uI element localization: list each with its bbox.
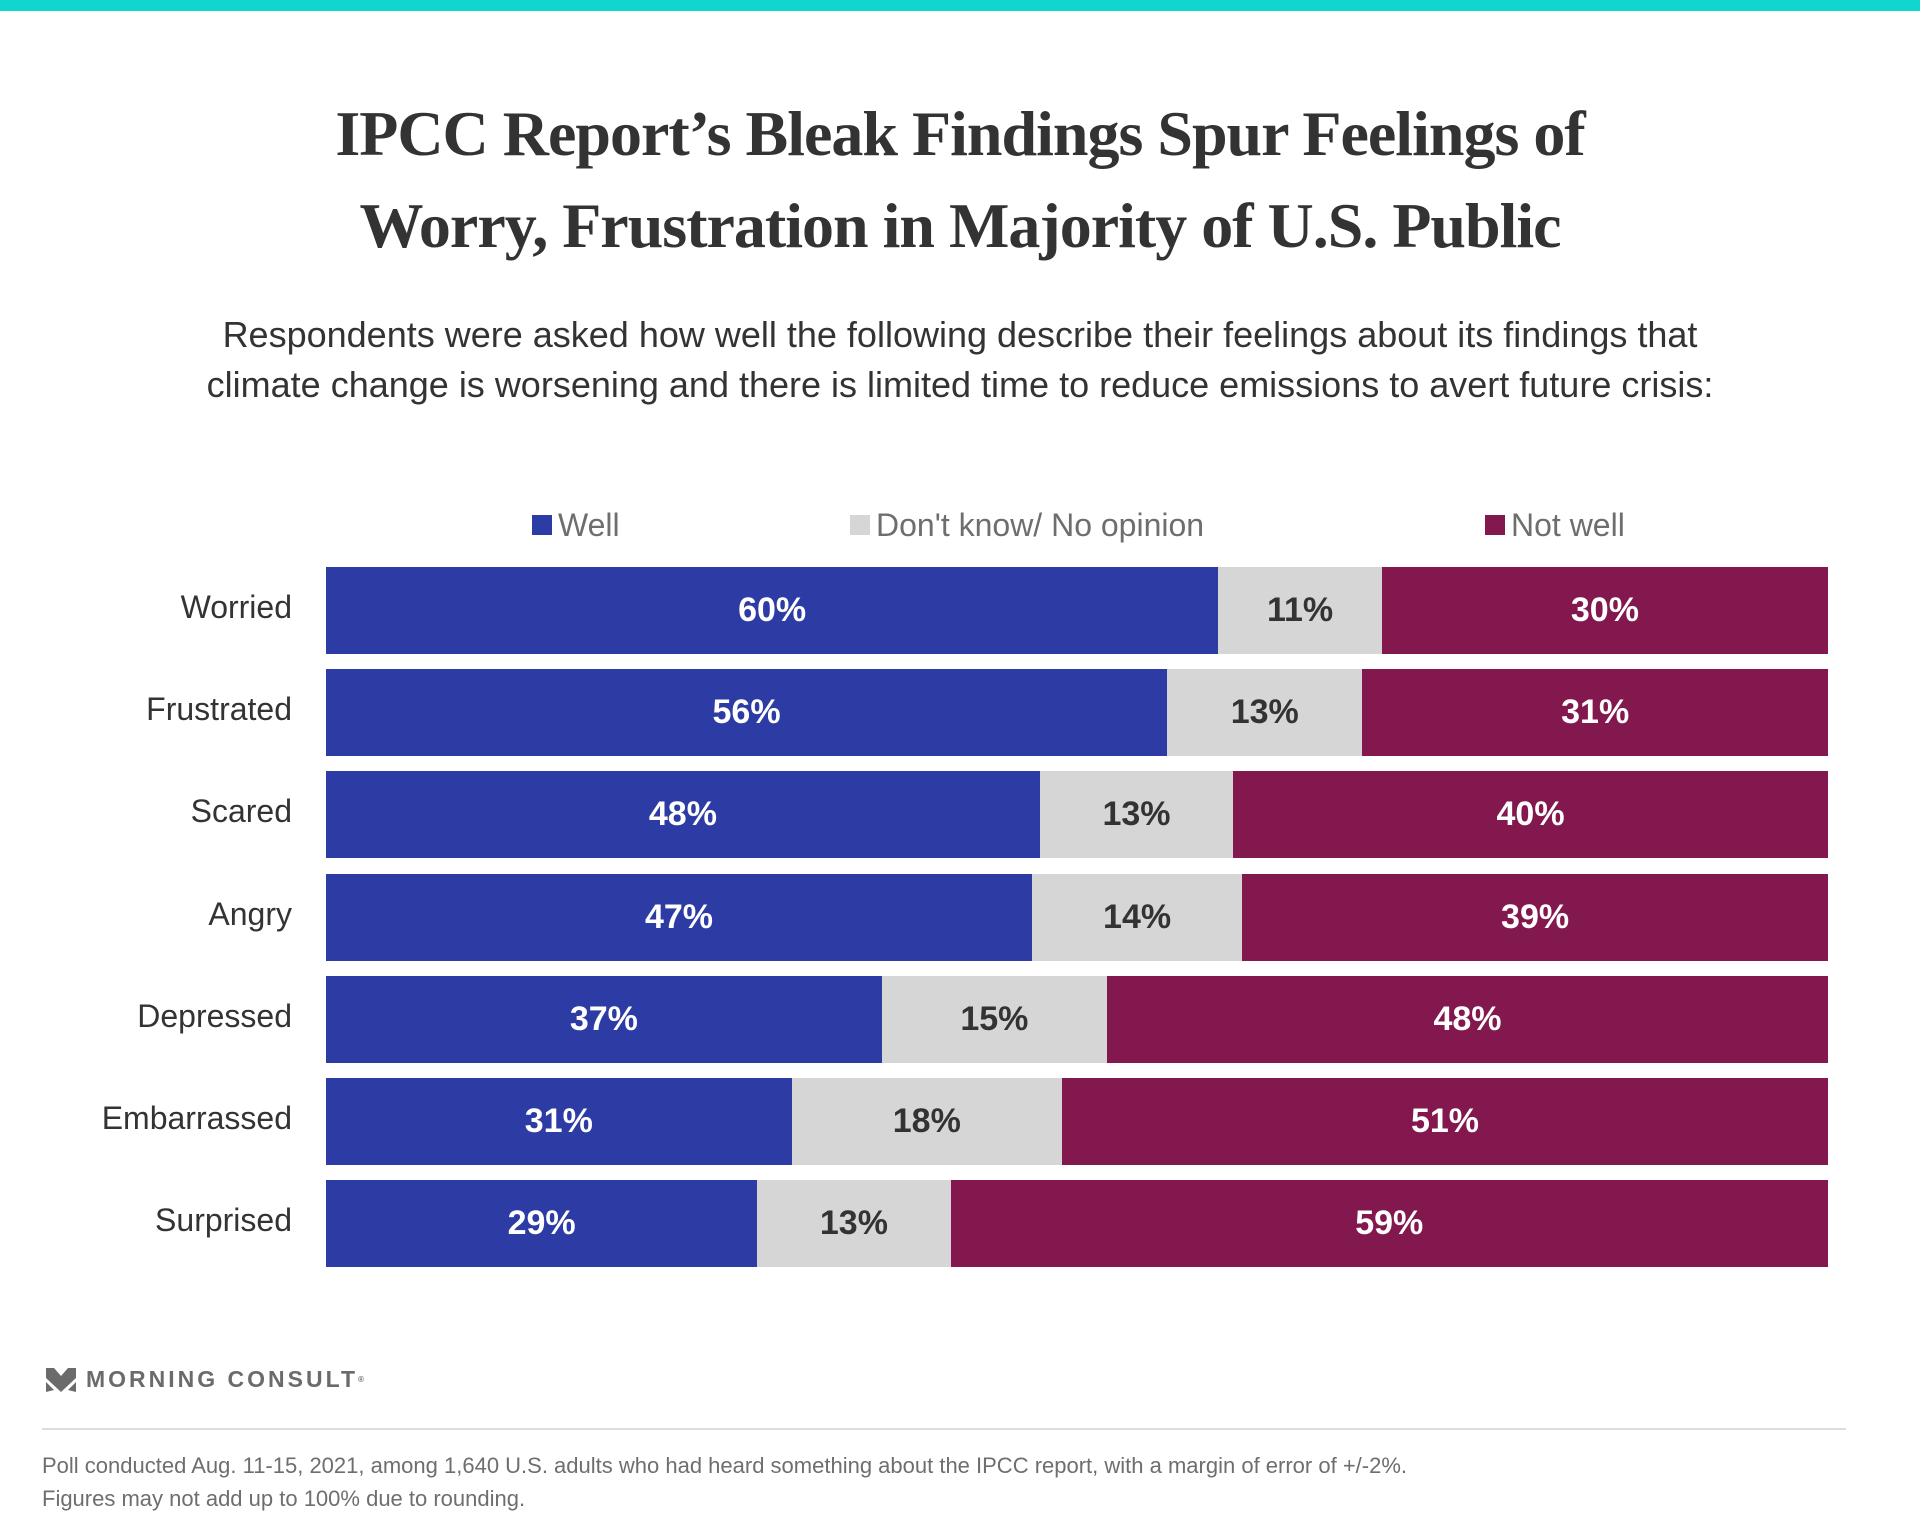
data-label: 13% [1102,795,1171,833]
data-label: 14% [1103,898,1172,936]
footnote-methodology: Poll conducted Aug. 11-15, 2021, among 1… [42,1453,1408,1478]
bar-segment-well: 31% [326,1078,792,1165]
legend-label-well: Well [558,506,620,543]
category-label: Surprised [155,1202,292,1238]
data-label: 30% [1570,591,1639,629]
legend-swatch-dont-know [850,515,870,535]
data-label: 48% [648,795,717,833]
footer-divider [42,1428,1846,1430]
category-label: Worried [180,589,292,625]
bar-row: 60% 11% 30% [326,567,1828,654]
bar-row: 56% 13% 31% [326,669,1828,756]
bar-segment-dont-know: 14% [1031,874,1243,961]
title-line-1: IPCC Report’s Bleak Findings Spur Feelin… [335,98,1585,169]
bar-row: 37% 15% 48% [326,976,1828,1063]
bar-row: 31% 18% 51% [326,1078,1828,1165]
bar-segment-not-well: 39% [1242,874,1828,961]
subtitle-line-1: Respondents were asked how well the foll… [222,314,1698,355]
bar-segment-dont-know: 13% [1167,669,1363,756]
morning-consult-logo-icon [46,1367,76,1392]
legend-item-dont-know: Don't know/ No opinion [850,505,1204,545]
data-label: 60% [738,591,807,629]
legend-swatch-well [532,515,552,535]
top-accent-bar [0,0,1920,11]
legend-swatch-not-well [1485,515,1505,535]
bar-segment-well: 60% [326,567,1219,654]
title-line-2: Worry, Frustration in Majority of U.S. P… [359,190,1561,261]
footnote-rounding: Figures may not add up to 100% due to ro… [42,1486,526,1511]
subtitle-line-2: climate change is worsening and there is… [206,364,1714,405]
chart-subtitle: Respondents were asked how well the foll… [40,310,1880,410]
data-label: 37% [569,1000,638,1038]
bar-segment-well: 56% [326,669,1168,756]
category-label: Depressed [137,998,292,1034]
data-label: 39% [1501,898,1570,936]
bar-segment-dont-know: 18% [791,1078,1062,1165]
brand-registered-mark: ® [358,1375,364,1384]
bar-segment-well: 29% [326,1180,758,1267]
category-label: Angry [208,896,292,932]
data-label: 40% [1496,795,1565,833]
data-label: 13% [819,1204,888,1242]
bar-segment-dont-know: 13% [1039,771,1234,858]
bar-row: 48% 13% 40% [326,771,1828,858]
category-label: Scared [190,793,292,829]
chart-title: IPCC Report’s Bleak Findings Spur Feelin… [0,88,1920,272]
data-label: 29% [507,1204,576,1242]
bar-segment-dont-know: 13% [757,1180,951,1267]
bar-segment-not-well: 48% [1107,976,1828,1063]
data-label: 31% [524,1102,593,1140]
legend-item-not-well: Not well [1485,505,1625,545]
bar-segment-well: 48% [326,771,1040,858]
bar-segment-not-well: 31% [1362,669,1828,756]
bar-segment-dont-know: 15% [881,976,1108,1063]
bar-segment-not-well: 30% [1381,567,1828,654]
data-label: 15% [960,1000,1029,1038]
category-label: Frustrated [146,691,292,727]
data-label: 18% [892,1102,961,1140]
data-label: 11% [1266,591,1334,629]
category-label: Embarrassed [101,1100,292,1136]
bar-segment-well: 47% [326,874,1032,961]
data-label: 51% [1410,1102,1479,1140]
data-label: 47% [644,898,713,936]
legend-item-well: Well [532,505,620,545]
bar-segment-dont-know: 11% [1218,567,1382,654]
brand-name: MORNING CONSULT [86,1366,359,1392]
bar-row: 29% 13% 59% [326,1180,1828,1267]
bar-segment-not-well: 40% [1233,771,1828,858]
bar-row: 47% 14% 39% [326,874,1828,961]
data-label: 13% [1230,693,1299,731]
bar-segment-not-well: 51% [1061,1078,1828,1165]
data-label: 59% [1355,1204,1424,1242]
data-label: 48% [1433,1000,1502,1038]
legend-label-not-well: Not well [1511,506,1625,543]
bar-segment-not-well: 59% [950,1180,1828,1267]
legend-label-dont-know: Don't know/ No opinion [876,506,1205,543]
data-label: 31% [1561,693,1630,731]
brand-logo: MORNING CONSULT ® [46,1366,364,1393]
bar-segment-well: 37% [326,976,882,1063]
data-label: 56% [712,693,781,731]
